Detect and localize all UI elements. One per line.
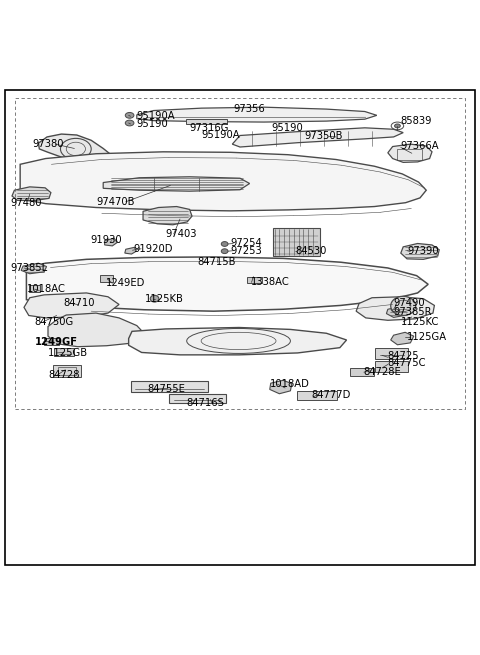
Polygon shape [401, 244, 439, 259]
Polygon shape [386, 307, 409, 318]
Text: 85839: 85839 [401, 116, 432, 126]
Ellipse shape [395, 124, 400, 128]
Polygon shape [232, 128, 403, 147]
Text: 84725: 84725 [388, 351, 420, 362]
Polygon shape [356, 297, 434, 320]
Polygon shape [24, 293, 119, 318]
Bar [131, 381, 208, 392]
Text: 97385L: 97385L [11, 263, 48, 273]
Polygon shape [270, 381, 292, 394]
Bar [375, 348, 408, 359]
Bar [297, 391, 337, 400]
Text: 84755E: 84755E [148, 384, 186, 394]
Text: 97253: 97253 [230, 246, 262, 255]
Text: 97316G: 97316G [189, 123, 228, 133]
Ellipse shape [391, 296, 416, 316]
Text: 91930: 91930 [91, 234, 122, 245]
Bar [350, 368, 374, 375]
Polygon shape [26, 257, 428, 311]
Text: 84728: 84728 [48, 371, 80, 381]
Polygon shape [48, 313, 145, 346]
Text: 95190A: 95190A [137, 111, 175, 121]
Text: 84530: 84530 [295, 246, 326, 255]
Text: 97385R: 97385R [394, 307, 432, 317]
Text: 97366A: 97366A [401, 141, 439, 151]
Polygon shape [21, 263, 47, 274]
Text: 1338AC: 1338AC [251, 277, 289, 288]
Text: 1018AD: 1018AD [270, 379, 310, 389]
Text: 84728E: 84728E [364, 367, 402, 377]
Bar [375, 361, 408, 371]
Polygon shape [105, 238, 117, 246]
Polygon shape [103, 177, 250, 191]
Text: 97350B: 97350B [305, 132, 343, 141]
Text: 84710: 84710 [63, 299, 95, 309]
Text: 1125GA: 1125GA [407, 332, 447, 342]
Polygon shape [125, 248, 136, 254]
Text: 97254: 97254 [230, 238, 262, 248]
Text: 97470B: 97470B [96, 196, 134, 207]
Bar [53, 365, 81, 377]
Polygon shape [52, 296, 114, 312]
Text: 1125GB: 1125GB [48, 348, 88, 358]
Polygon shape [20, 152, 426, 211]
Text: 1018AC: 1018AC [26, 284, 65, 294]
Bar [100, 275, 113, 282]
Bar [29, 286, 40, 291]
Polygon shape [388, 144, 432, 162]
Text: 97356: 97356 [234, 104, 265, 114]
Polygon shape [391, 332, 414, 345]
Text: 84777D: 84777D [311, 390, 350, 400]
Ellipse shape [221, 242, 228, 246]
Bar [58, 367, 76, 375]
Text: 1125KB: 1125KB [145, 293, 184, 304]
Bar [247, 276, 262, 284]
Polygon shape [137, 107, 377, 122]
Ellipse shape [125, 113, 134, 118]
Ellipse shape [125, 120, 134, 126]
Bar [44, 337, 59, 345]
Bar [186, 119, 227, 124]
Ellipse shape [150, 295, 159, 302]
Text: 95190: 95190 [137, 119, 168, 129]
Polygon shape [12, 187, 51, 201]
Text: 84716S: 84716S [187, 398, 224, 408]
Bar [54, 348, 74, 356]
Text: 1249GF: 1249GF [35, 337, 78, 347]
Bar [169, 394, 226, 403]
Text: 97480: 97480 [11, 198, 42, 208]
Text: 95190A: 95190A [202, 130, 240, 140]
Polygon shape [143, 206, 192, 225]
Text: 97403: 97403 [166, 229, 197, 239]
Ellipse shape [221, 249, 228, 253]
Text: 97490: 97490 [394, 299, 425, 309]
Ellipse shape [214, 260, 218, 263]
Text: 84715B: 84715B [198, 257, 236, 267]
Text: 84775C: 84775C [388, 358, 426, 369]
Polygon shape [129, 328, 347, 355]
Text: 1249ED: 1249ED [106, 278, 145, 288]
Bar [273, 228, 320, 256]
Text: 84750G: 84750G [35, 317, 74, 327]
Text: 95190: 95190 [271, 123, 303, 133]
Text: 91920D: 91920D [133, 244, 173, 253]
Polygon shape [38, 134, 113, 164]
Bar [397, 149, 422, 160]
Text: 97380: 97380 [32, 139, 64, 149]
Text: 97390: 97390 [407, 246, 439, 255]
Text: 1125KC: 1125KC [401, 317, 439, 327]
